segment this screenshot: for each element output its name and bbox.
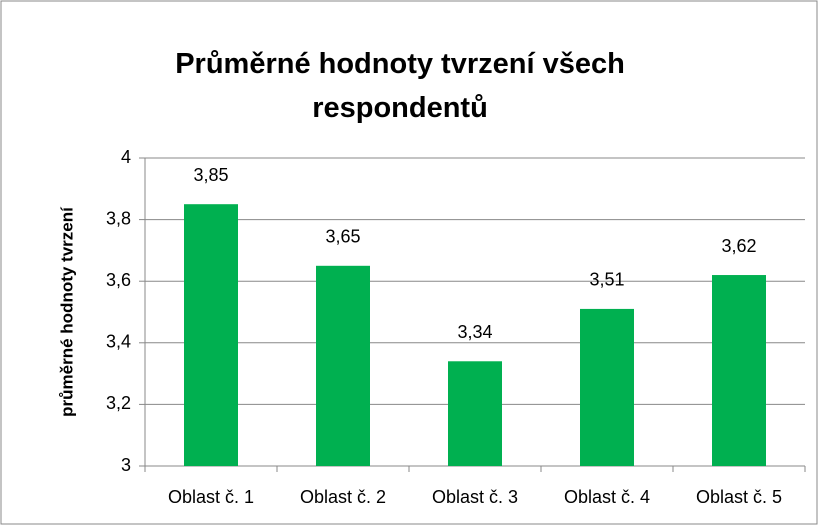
bar	[448, 361, 502, 466]
bar	[184, 204, 238, 466]
x-tick-label: Oblast č. 5	[696, 487, 782, 507]
x-tick-label: Oblast č. 3	[432, 487, 518, 507]
x-tick-label: Oblast č. 4	[564, 487, 650, 507]
value-label: 3,34	[457, 322, 492, 342]
y-tick-label: 3	[121, 455, 131, 475]
value-label: 3,85	[193, 165, 228, 185]
x-tick-label: Oblast č. 2	[300, 487, 386, 507]
y-tick-label: 3,4	[106, 332, 131, 352]
y-axis-label: průměrné hodnoty tvrzení	[57, 206, 76, 417]
y-tick-label: 3,2	[106, 393, 131, 413]
value-label: 3,62	[721, 236, 756, 256]
value-label: 3,51	[589, 270, 624, 290]
chart-title: Průměrné hodnoty tvrzení všech responden…	[175, 48, 625, 124]
bar	[316, 265, 370, 466]
y-tick-label: 3,8	[106, 208, 131, 228]
value-label: 3,65	[325, 227, 360, 247]
y-tick-label: 3,6	[106, 270, 131, 290]
bar	[580, 308, 634, 466]
bar	[712, 275, 766, 466]
x-tick-label: Oblast č. 1	[168, 487, 254, 507]
y-tick-label: 4	[121, 147, 131, 167]
